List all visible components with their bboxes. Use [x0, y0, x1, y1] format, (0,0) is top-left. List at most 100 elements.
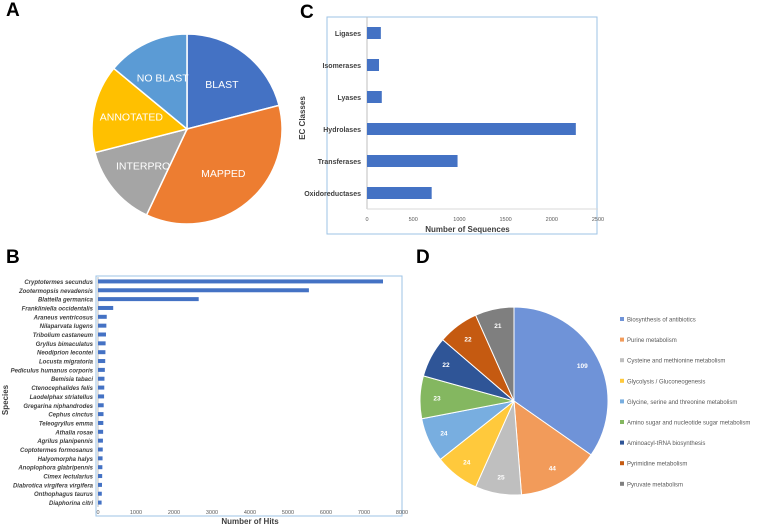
chart-b-tick-6000: 6000	[320, 510, 332, 516]
chart-b-category-pediculus-humanus-corporis: Pediculus humanus corporis	[11, 368, 94, 374]
chart-b-tick-8000: 8000	[396, 510, 408, 516]
legend-d-label-purine-metabolism: Purine metabolism	[627, 338, 677, 344]
legend-d-swatch-biosynthesis-of-antibiotics	[620, 317, 624, 321]
chart-b-bar-cryptotermes-secundus	[98, 279, 383, 284]
chart-b-bar-locusta-migratoria	[98, 359, 106, 364]
chart-c-category-isomerases: Isomerases	[322, 63, 361, 70]
chart-b-category-locusta-migratoria: Locusta migratoria	[39, 360, 94, 366]
legend-d-swatch-pyruvate-metabolism	[620, 481, 624, 486]
chart-b-bar-nilaparvata-lugens	[98, 323, 107, 328]
pie-d-value-biosynthesis-of-antibiotics: 109	[577, 363, 588, 370]
legend-d-label-amino-sugar-and-nucleotide-sugar-metabolism: Amino sugar and nucleotide sugar metabol…	[627, 421, 750, 427]
chart-b-category-diabrotica-virgifera-virgifera: Diabrotica virgifera virgifera	[13, 483, 94, 489]
panel-label-d: D	[416, 247, 430, 268]
chart-c-tick-500: 500	[409, 217, 418, 223]
legend-d-swatch-glycolysis-gluconeogenesis	[620, 378, 624, 383]
pie-a-slice-no-blast	[112, 33, 188, 131]
chart-b-tick-5000: 5000	[282, 510, 294, 516]
pie-d-slice-purine-metabolism	[513, 399, 592, 496]
chart-c-category-oxidoreductases: Oxidoreductases	[304, 191, 361, 198]
chart-b-bar-diabrotica-virgifera-virgifera	[98, 482, 102, 487]
chart-b-bar-athalia-rosae	[98, 429, 104, 434]
chart-b-category-neodiprion-lecontei: Neodiprion lecontei	[37, 351, 93, 357]
chart-b-bar-diaphorina-citri	[98, 500, 102, 505]
chart-c-tick-2000: 2000	[546, 217, 558, 223]
legend-d-label-biosynthesis-of-antibiotics: Biosynthesis of antibiotics	[627, 318, 696, 324]
chart-b-category-teleogryllus-emma: Teleogryllus emma	[39, 421, 94, 427]
pie-d-value-amino-sugar-and-nucleotide-sugar-metabolism: 23	[433, 395, 441, 402]
chart-b-bar-pediculus-humanus-corporis	[98, 367, 105, 372]
legend-d-label-glycine-serine-and-threonine-metabolism: Glycine, serine and threonine metabolism	[627, 400, 737, 406]
chart-b-bar-onthophagus-taurus	[98, 491, 102, 496]
legend-d-label-aminoacyl-trna-biosynthesis: Aminoacyl-tRNA biosynthesis	[627, 441, 705, 447]
legend-d-swatch-amino-sugar-and-nucleotide-sugar-metabolism	[620, 420, 624, 424]
chart-c-tick-0: 0	[365, 217, 368, 223]
chart-b-category-anoplophora-glabripennis: Anoplophora glabripennis	[17, 466, 93, 472]
chart-b-tick-0: 0	[96, 510, 99, 516]
chart-c-category-ligases: Ligases	[335, 31, 361, 38]
pie-a-slice-interpro	[94, 127, 189, 216]
chart-b-category-cryptotermes-secundus: Cryptotermes secundus	[24, 280, 93, 286]
pie-a-slice-annotated	[91, 67, 189, 154]
chart-b-category-bemisia-tabaci: Bemisia tabaci	[51, 377, 93, 383]
pie-a-label-no-blast: NO BLAST	[137, 72, 190, 84]
chart-b-category-cephus-cinctus: Cephus cinctus	[48, 413, 93, 419]
chart-c-tick-1000: 1000	[453, 217, 465, 223]
legend-d-swatch-glycine-serine-and-threonine-metabolism	[620, 399, 624, 404]
chart-c-bar-isomerases	[367, 59, 380, 71]
pie-a-label-interpro: INTERPRO	[116, 160, 170, 172]
chart-b-bar-cimex-lectularius	[98, 474, 103, 479]
chart-b-tick-1000: 1000	[130, 510, 142, 516]
chart-c-tick-1500: 1500	[499, 217, 511, 223]
chart-b-bar-gryllus-bimaculatus	[98, 341, 106, 346]
chart-b-category-frankliniella-occidentalis: Frankliniella occidentalis	[22, 306, 94, 312]
chart-b-bar-tribolium-castaneum	[98, 332, 106, 337]
pie-d-slice-biosynthesis-of-antibiotics	[513, 306, 609, 456]
chart-b-tick-3000: 3000	[206, 510, 218, 516]
legend-d-swatch-pyrimidine-metabolism	[620, 461, 624, 466]
chart-c-bar-hydrolases	[367, 123, 576, 135]
chart-b-category-zootermopsis-nevadensis: Zootermopsis nevadensis	[18, 289, 94, 295]
chart-c-frame	[326, 16, 598, 235]
pie-a-slice-mapped	[145, 104, 283, 225]
chart-b-bar-cephus-cinctus	[98, 412, 104, 417]
pie-d-value-pyruvate-metabolism: 21	[494, 323, 502, 330]
chart-b-category-tribolium-castaneum: Tribolium castaneum	[33, 333, 94, 339]
chart-c-bar-oxidoreductases	[367, 187, 432, 199]
chart-b-category-agrilus-planipennis: Agrilus planipennis	[36, 439, 93, 445]
chart-c-category-lyases: Lyases	[338, 95, 362, 102]
chart-b-category-diaphorina-citri: Diaphorina citri	[49, 501, 93, 507]
chart-b-category-laodelphax-striatellus: Laodelphax striatellus	[30, 395, 94, 401]
chart-b-bar-neodiprion-lecontei	[98, 350, 106, 355]
chart-b-bar-zootermopsis-nevadensis	[98, 288, 309, 293]
chart-c-category-hydrolases: Hydrolases	[323, 127, 361, 134]
legend-d-swatch-aminoacyl-trna-biosynthesis	[620, 440, 624, 445]
chart-b-category-cimex-lectularius: Cimex lectularius	[43, 475, 93, 481]
legend-d-swatch-cysteine-and-methionine-metabolism	[620, 358, 624, 363]
pie-d-value-pyrimidine-metabolism: 22	[464, 337, 472, 344]
pie-a-label-blast: BLAST	[205, 79, 239, 91]
panel-label-b: B	[6, 247, 20, 268]
pie-d-value-glycine-serine-and-threonine-metabolism: 24	[440, 431, 448, 438]
chart-b-tick-7000: 7000	[358, 510, 370, 516]
chart-c-y-title: EC Classes	[298, 96, 307, 140]
chart-b-category-halyomorpha-halys: Halyomorpha halys	[38, 457, 94, 463]
chart-b-category-ctenocephalides-felis: Ctenocephalides felis	[31, 386, 93, 392]
chart-c-tick-2500: 2500	[592, 217, 604, 223]
chart-b-category-nilaparvata-lugens: Nilaparvata lugens	[40, 324, 94, 330]
chart-b-tick-2000: 2000	[168, 510, 180, 516]
chart-b-bar-anoplophora-glabripennis	[98, 465, 103, 470]
chart-b-bar-halyomorpha-halys	[98, 456, 103, 461]
chart-b-bar-frankliniella-occidentalis	[98, 305, 114, 310]
chart-b-category-coptotermes-formosanus: Coptotermes formosanus	[20, 448, 94, 454]
pie-a-label-mapped: MAPPED	[201, 168, 246, 180]
legend-d-label-glycolysis-gluconeogenesis: Glycolysis / Gluconeogenesis	[627, 379, 705, 385]
pie-a-label-annotated: ANNOTATED	[100, 112, 164, 124]
legend-d-label-pyrimidine-metabolism: Pyrimidine metabolism	[627, 462, 687, 468]
chart-b-bar-laodelphax-striatellus	[98, 394, 105, 399]
legend-d-label-pyruvate-metabolism: Pyruvate metabolism	[627, 482, 683, 488]
chart-b-tick-4000: 4000	[244, 510, 256, 516]
chart-b-frame	[95, 275, 403, 517]
chart-b-bar-blattella-germanica	[98, 297, 199, 302]
pie-a-slice-blast	[186, 33, 280, 130]
